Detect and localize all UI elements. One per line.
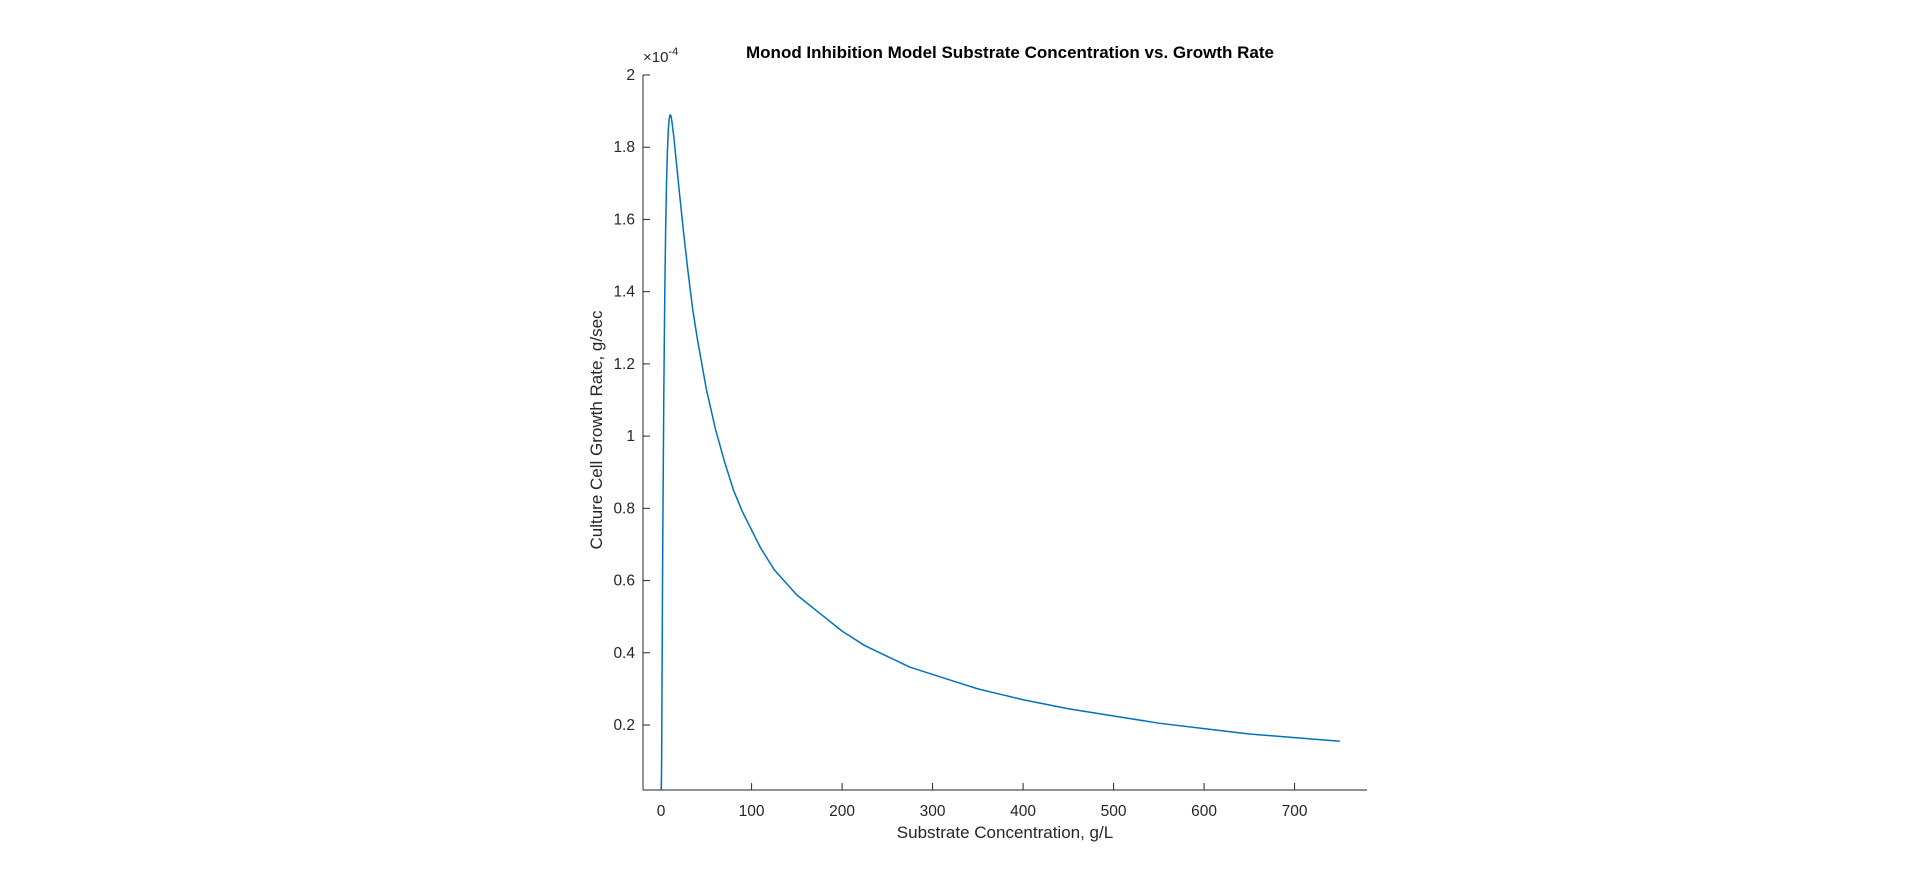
x-tick-label: 600 bbox=[1191, 803, 1217, 820]
y-tick-label: 0.6 bbox=[613, 573, 635, 590]
y-tick-label: 1.4 bbox=[613, 284, 635, 301]
chart-axes: 0 100 200 300 400 500 600 700 0.2 0.4 0.6 0.8 1 1.2 1… bbox=[613, 67, 1367, 820]
y-axis-exponent-power: -4 bbox=[668, 46, 678, 58]
x-tick-label: 300 bbox=[920, 803, 946, 820]
y-axis-exponent-base: ×10 bbox=[643, 49, 668, 66]
y-tick-label: 1.8 bbox=[613, 139, 635, 156]
x-axis-ticks: 0 100 200 300 400 500 600 700 bbox=[657, 783, 1308, 820]
chart-title: Monod Inhibition Model Substrate Concent… bbox=[746, 43, 1274, 62]
y-tick-label: 0.4 bbox=[613, 645, 635, 662]
y-axis-exponent-label: ×10-4 bbox=[643, 46, 678, 66]
x-axis-title: Substrate Concentration, g/L bbox=[897, 823, 1113, 842]
x-tick-label: 200 bbox=[829, 803, 855, 820]
x-tick-label: 0 bbox=[657, 803, 666, 820]
y-tick-label: 0.2 bbox=[613, 717, 635, 734]
y-tick-label: 2 bbox=[626, 67, 635, 84]
y-axis-ticks: 0.2 0.4 0.6 0.8 1 1.2 1.4 1.6 1.8 2 bbox=[613, 67, 650, 734]
x-tick-label: 400 bbox=[1010, 803, 1036, 820]
x-tick-label: 500 bbox=[1101, 803, 1127, 820]
x-tick-label: 700 bbox=[1282, 803, 1308, 820]
series-line bbox=[660, 113, 1340, 790]
x-tick-label: 100 bbox=[739, 803, 765, 820]
series-layer bbox=[660, 113, 1340, 790]
y-tick-label: 1 bbox=[626, 428, 635, 445]
y-tick-label: 0.8 bbox=[613, 500, 635, 517]
y-tick-label: 1.2 bbox=[613, 356, 635, 373]
y-tick-label: 1.6 bbox=[613, 211, 635, 228]
y-axis-title: Culture Cell Growth Rate, g/sec bbox=[587, 310, 606, 550]
